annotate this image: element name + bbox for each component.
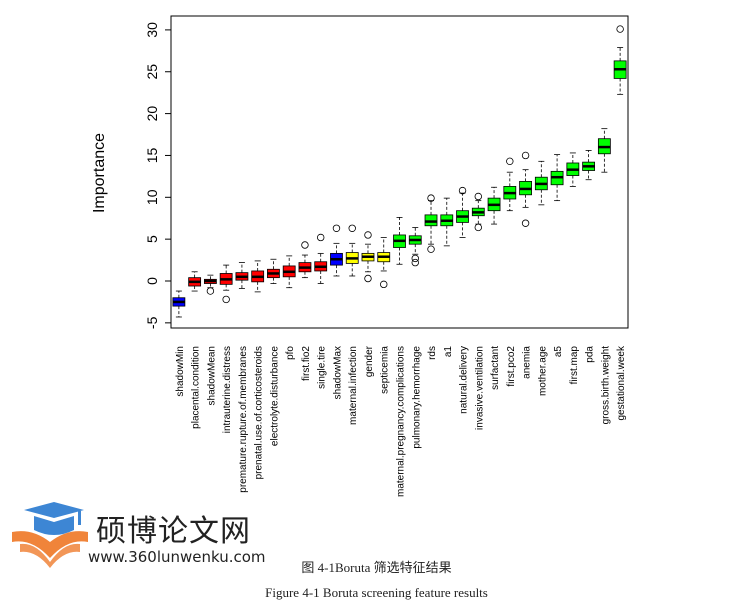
figure-caption-chinese: 图 4-1Boruta 筛选特征结果 [301, 560, 452, 575]
x-tick-label: natural.delivery [459, 346, 470, 414]
outlier-point [474, 223, 482, 232]
x-tick-label: surfactant [490, 346, 501, 390]
graduation-cap-book-icon [12, 502, 88, 568]
outlier-point [380, 280, 388, 289]
x-tick-label: pda [585, 346, 596, 363]
y-tick-label: 10 [144, 189, 160, 205]
x-tick-label: first.pco2 [506, 346, 517, 387]
x-tick-label: rds [427, 346, 438, 360]
x-tick-label: invasive.ventilation [474, 346, 485, 430]
x-tick-label: placental.condition [191, 346, 202, 429]
y-tick-label: 15 [144, 147, 160, 163]
outlier-point [301, 241, 309, 249]
outlier-point [364, 231, 372, 239]
x-tick-label: pfo [285, 346, 296, 360]
outlier-point [474, 192, 482, 201]
figure-caption-english: Figure 4-1 Boruta screening feature resu… [265, 585, 488, 600]
x-tick-label: mother.age [537, 346, 548, 396]
box-rds [424, 214, 438, 227]
y-tick-label: 30 [144, 22, 160, 38]
x-tick-label: septicemia [380, 346, 391, 394]
y-tick-label: -5 [144, 316, 160, 329]
outlier-point [206, 287, 215, 295]
outlier-point [411, 258, 419, 267]
x-tick-label: shadowMax [332, 346, 343, 399]
x-tick-label: shadowMean [206, 346, 217, 405]
x-tick-label: gross.birth.weight [600, 346, 611, 425]
outlier-point [427, 194, 435, 202]
x-tick-label: maternal.pregnancy.complications [396, 346, 407, 497]
outlier-point [348, 224, 356, 232]
outlier-point [427, 245, 435, 253]
y-tick-label: 5 [144, 235, 160, 243]
x-tick-label: single.tire [317, 346, 328, 389]
y-tick-label: 25 [144, 64, 160, 80]
outlier-point [521, 219, 530, 227]
outlier-point [317, 233, 325, 242]
x-tick-label: shadowMin [175, 346, 186, 397]
x-tick-label: intrauterine.distress [222, 346, 233, 433]
outlier-point [616, 25, 624, 33]
y-axis-label: Importance [91, 133, 108, 213]
outlier-point [411, 254, 419, 263]
plot-frame [170, 15, 629, 329]
outlier-point [458, 186, 467, 195]
x-tick-label: maternal.infection [348, 346, 359, 425]
x-tick-label: gender [364, 345, 375, 377]
x-tick-label: a1 [443, 346, 454, 358]
outlier-point [364, 274, 372, 283]
outlier-point [521, 151, 530, 160]
outlier-point [332, 224, 341, 232]
x-tick-label: gestational.week [616, 345, 627, 420]
site-name: 硕博论文网 [96, 514, 251, 549]
y-tick-label: 20 [144, 106, 160, 122]
outlier-point [506, 157, 514, 166]
x-tick-label: a5 [553, 346, 564, 358]
x-tick-label: anemia [522, 346, 533, 379]
x-tick-label: pulmonary.hemorrhage [411, 346, 422, 449]
x-tick-label: first.fio2 [301, 346, 312, 381]
x-tick-label: first.map [569, 346, 580, 385]
boruta-boxplot-chart: -5 0 5 10 15 20 25 30 shadowMin placental.conditi… [91, 15, 629, 497]
site-url: www.360lunwenku.com [88, 548, 266, 566]
site-watermark-logo: 硕博论文网 www.360lunwenku.com [10, 502, 280, 572]
outlier-point [222, 295, 230, 304]
x-tick-label: electrolyte.disturbance [269, 346, 280, 446]
x-tick-label: premature.rupture.of.membranes [238, 346, 249, 493]
y-tick-label: 0 [144, 277, 160, 285]
x-tick-label: prenatal.use.of.corticosteroids [254, 346, 265, 479]
